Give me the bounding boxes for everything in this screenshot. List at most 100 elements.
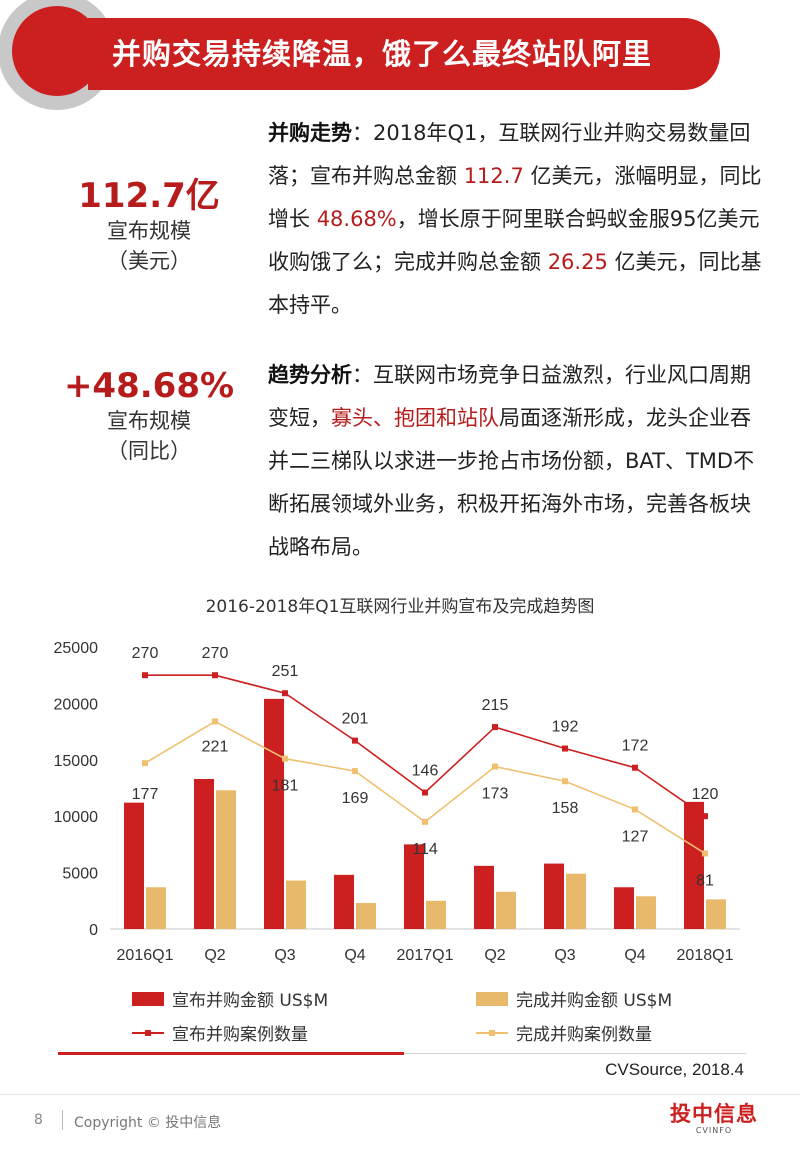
highlight-text: 寡头、抱团和站队 (331, 406, 499, 430)
data-label-completed-count: 158 (552, 800, 579, 817)
data-label-completed-count: 181 (272, 778, 299, 795)
bar-announced (264, 698, 284, 929)
marker-announced-count (282, 690, 288, 697)
marker-announced-count (562, 745, 568, 752)
paragraph-heading: 趋势分析 (268, 363, 352, 387)
bar-completed (356, 903, 376, 929)
data-label-announced-count: 120 (692, 786, 719, 803)
data-label-completed-count: 127 (622, 828, 649, 845)
legend-line-marker (476, 1026, 508, 1040)
ma-trend-paragraph: 并购走势：2018年Q1，互联网行业并购交易数量回落；宣布并购总金额 112.7… (268, 112, 768, 327)
data-label-announced-count: 192 (552, 719, 579, 736)
legend-label: 宣布并购金额 US$M (172, 991, 329, 1011)
x-tick-label: Q2 (204, 947, 225, 964)
bar-completed (426, 900, 446, 929)
marker-completed-count (282, 755, 288, 762)
bar-announced (404, 844, 424, 929)
data-label-completed-count: 221 (202, 738, 229, 755)
chart-title: 2016-2018年Q1互联网行业并购宣布及完成趋势图 (205, 597, 595, 617)
y-tick-label: 10000 (54, 809, 99, 826)
data-label-completed-count: 114 (412, 841, 438, 858)
marker-announced-count (632, 764, 638, 771)
bar-completed (636, 896, 656, 929)
kpi-value: +48.68% (63, 366, 235, 406)
data-label-announced-count: 251 (272, 663, 299, 680)
bar-announced (474, 865, 494, 929)
bar-announced (334, 874, 354, 929)
legend-item-announced-count: 宣布并购案例数量 (132, 1020, 308, 1045)
x-tick-label: Q4 (624, 947, 645, 964)
x-tick-label: Q4 (344, 947, 365, 964)
bar-announced (684, 801, 704, 929)
marker-completed-count (492, 763, 498, 770)
divider-accent (58, 1052, 404, 1055)
marker-announced-count (142, 672, 148, 679)
y-tick-label: 15000 (54, 753, 99, 770)
marker-completed-count (142, 760, 148, 767)
data-label-announced-count: 270 (202, 645, 229, 662)
x-tick-label: 2016Q1 (117, 947, 174, 964)
data-label-completed-count: 177 (132, 786, 159, 803)
paragraph-text: ：2018年Q1，互联网行业并购交易数量回落；宣布并购总金额 (268, 121, 751, 188)
kpi-announced-amount: 112.7亿 宣布规模 （美元） (54, 176, 244, 276)
data-label-announced-count: 172 (622, 738, 649, 755)
bar-completed (146, 887, 166, 929)
paragraph-text: ：互联网市场竞争日益激烈，行业风口周期变短， (268, 363, 751, 430)
marker-announced-count (702, 813, 708, 820)
bar-completed (286, 880, 306, 929)
data-label-announced-count: 270 (132, 645, 159, 662)
marker-completed-count (212, 718, 218, 725)
legend-item-announced-amount: 宣布并购金额 US$M (132, 986, 328, 1011)
x-tick-label: Q2 (484, 947, 505, 964)
ma-trend-chart: 0 5000 10000 15000 20000 25000 2016Q1 Q2 Q3 Q4 201… (54, 640, 740, 964)
source-note: CVSource, 2018.4 (605, 1060, 744, 1079)
legend-item-completed-amount: 完成并购金额 US$M (476, 986, 672, 1011)
page-number: 8 (34, 1112, 43, 1128)
footer-separator (62, 1110, 63, 1130)
paragraph-text: 亿美元，涨幅明显，同比增长 (268, 164, 762, 231)
kpi-value: 112.7亿 (78, 176, 220, 216)
legend-swatch (132, 991, 164, 1006)
data-label-announced-count: 215 (482, 697, 509, 714)
legend-label: 完成并购案例数量 (516, 1025, 652, 1045)
kpi-label: 宣布规模 (107, 409, 191, 433)
legend-label: 完成并购金额 US$M (516, 991, 673, 1011)
title-bar (88, 18, 720, 90)
paragraph-text: 局面逐渐形成，龙头企业吞并二三梯队以求进一步抢占市场份额，BAT、TMD不断拓展… (268, 406, 755, 559)
highlight-value: 112.7 (463, 164, 524, 188)
kpi-label: 宣布规模 (107, 219, 191, 243)
logo-text: 投中信息 (670, 1102, 758, 1126)
x-tick-label: 2017Q1 (397, 947, 454, 964)
y-tick-label: 20000 (54, 696, 99, 713)
paragraph-text: 亿美元，同比基本持平。 (268, 250, 762, 317)
data-label-announced-count: 146 (412, 763, 439, 780)
data-label-completed-count: 173 (482, 786, 509, 803)
page-title: 并购交易持续降温，饿了么最终站队阿里 (112, 37, 653, 71)
y-tick-label: 25000 (54, 640, 99, 657)
data-label-announced-count: 201 (342, 711, 369, 728)
data-label-completed-count: 169 (342, 790, 369, 807)
header-accent-dot (12, 6, 102, 96)
marker-announced-count (492, 724, 498, 731)
x-tick-label: Q3 (554, 947, 575, 964)
y-tick-label: 5000 (62, 866, 98, 883)
bar-announced (614, 887, 634, 929)
legend-label: 宣布并购案例数量 (172, 1025, 308, 1045)
y-tick-label: 0 (89, 922, 98, 939)
marker-announced-count (212, 672, 218, 679)
bar-announced (194, 778, 214, 929)
logo-subtext: CVINFO (695, 1126, 733, 1135)
legend-line-marker (132, 1026, 164, 1040)
marker-completed-count (632, 806, 638, 813)
data-label-completed-count: 81 (696, 872, 714, 889)
marker-completed-count (422, 818, 428, 825)
highlight-value: 26.25 (547, 250, 608, 274)
kpi-unit: （同比） (107, 439, 191, 463)
marker-announced-count (352, 737, 358, 744)
marker-completed-count (702, 850, 708, 857)
trend-analysis-paragraph: 趋势分析：互联网市场竞争日益激烈，行业风口周期变短，寡头、抱团和站队局面逐渐形成… (268, 354, 768, 569)
copyright-text: Copyright © 投中信息 (74, 1115, 222, 1131)
paragraph-text: ，增长原于阿里联合蚂蚁金服95亿美元收购饿了么；完成并购总金额 (268, 207, 760, 274)
legend-swatch (476, 991, 508, 1006)
kpi-yoy-growth: +48.68% 宣布规模 （同比） (54, 366, 244, 466)
